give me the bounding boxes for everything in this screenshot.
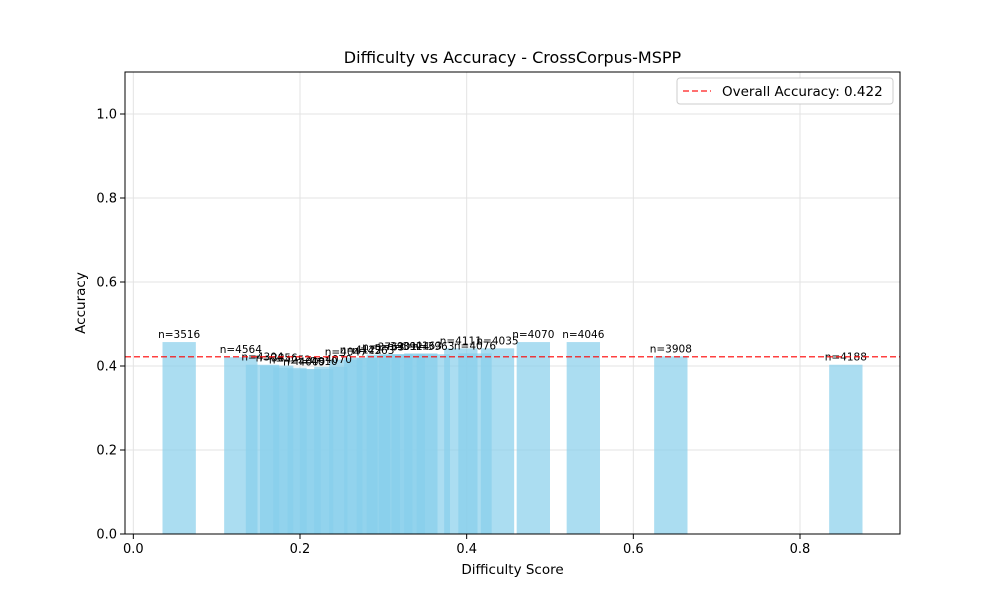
x-tick-label: 0.0: [123, 542, 144, 557]
bar-count-label: n=3516: [158, 329, 200, 341]
bars: [162, 342, 863, 534]
bar-count-label: n=4010: [296, 356, 338, 368]
y-axis-label: Accuracy: [73, 272, 89, 334]
chart-title: Difficulty vs Accuracy - CrossCorpus-MSP…: [344, 48, 682, 67]
x-tick-label: 0.8: [790, 542, 811, 557]
x-tick-label: 0.4: [456, 542, 477, 557]
bar-count-label: n=3856: [256, 353, 298, 365]
bar-count-label: n=4009: [283, 356, 325, 368]
y-tick-label: 0.8: [96, 192, 117, 207]
x-axis-label: Difficulty Score: [461, 562, 563, 578]
y-axis-ticks: 0.0 0.2 0.4 0.6 0.8 1.0: [96, 108, 125, 543]
bar-count-label: n=4046: [562, 329, 604, 341]
bar: [480, 348, 515, 534]
bar-count-label: n=4163: [400, 340, 442, 352]
y-tick-label: 0.4: [96, 360, 117, 375]
bar-count-label: n=3908: [650, 343, 692, 355]
bar-count-label: n=4363: [352, 345, 394, 357]
y-tick-label: 1.0: [96, 108, 117, 123]
y-tick-label: 0.0: [96, 528, 117, 543]
bar-count-label: n=4564: [220, 344, 262, 356]
bar-count-label: n=3924: [387, 341, 429, 353]
legend: Overall Accuracy: 0.422: [676, 77, 894, 105]
bar-count-label: n=4188: [825, 352, 867, 364]
bar-count-label: n=4304: [241, 352, 283, 364]
bar-count-label: n=4076: [454, 340, 496, 352]
bar-count-label: n=4122: [340, 345, 382, 357]
bar-count-label: n=3763: [362, 342, 404, 354]
y-tick-label: 0.6: [96, 276, 117, 291]
bar: [516, 342, 550, 534]
plot-frame: [124, 71, 901, 535]
bar: [654, 356, 688, 534]
bar-count-label: n=3901: [375, 341, 417, 353]
bar-count-label: n=4035: [476, 335, 518, 347]
legend-box: [676, 77, 894, 105]
bar-count-label: n=3963: [412, 341, 454, 353]
bar-labels: n=3516n=4564n=4304n=3856n=4252n=4009n=40…: [158, 329, 867, 368]
bar: [566, 342, 600, 534]
bar-count-label: n=4070: [512, 329, 554, 341]
bar-count-label: n=4047: [325, 347, 367, 359]
x-tick-label: 0.2: [290, 542, 311, 557]
bar-count-label: n=4111: [440, 335, 482, 347]
x-axis-ticks: 0.0 0.2 0.4 0.6 0.8: [123, 534, 810, 557]
x-tick-label: 0.6: [623, 542, 644, 557]
bar: [162, 342, 196, 534]
bar: [829, 364, 863, 534]
bar-count-label: n=4252: [269, 355, 311, 367]
y-tick-label: 0.2: [96, 444, 117, 459]
legend-label: Overall Accuracy: 0.422: [722, 84, 883, 100]
